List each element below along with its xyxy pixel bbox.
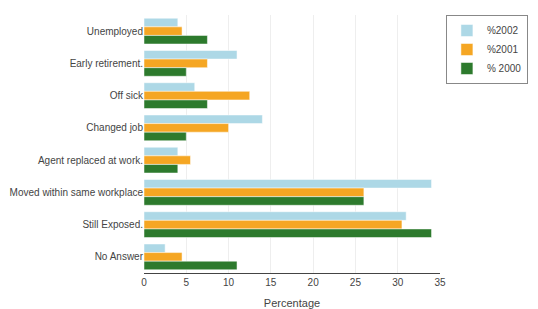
svg-text:No Answer: No Answer (95, 251, 144, 262)
svg-text:%2001: %2001 (487, 44, 519, 55)
svg-text:Changed job: Changed job (86, 122, 143, 133)
svg-text:Unemployed: Unemployed (87, 26, 143, 37)
svg-text:10: 10 (223, 277, 235, 288)
svg-text:Moved within same workplace: Moved within same workplace (10, 187, 144, 198)
svg-text:15: 15 (265, 277, 277, 288)
svg-text:% 2000: % 2000 (487, 63, 521, 74)
svg-text:30: 30 (392, 277, 404, 288)
svg-text:0: 0 (141, 277, 147, 288)
svg-text:Early retirement.: Early retirement. (70, 58, 143, 69)
svg-text:Percentage: Percentage (264, 297, 320, 309)
svg-text:25: 25 (350, 277, 362, 288)
svg-text:Agent replaced at work.: Agent replaced at work. (38, 155, 143, 166)
svg-text:%2002: %2002 (487, 25, 519, 36)
svg-text:35: 35 (434, 277, 446, 288)
svg-text:5: 5 (184, 277, 190, 288)
svg-text:Off sick: Off sick (110, 90, 144, 101)
svg-text:Still Exposed.: Still Exposed. (82, 219, 143, 230)
svg-text:20: 20 (308, 277, 320, 288)
